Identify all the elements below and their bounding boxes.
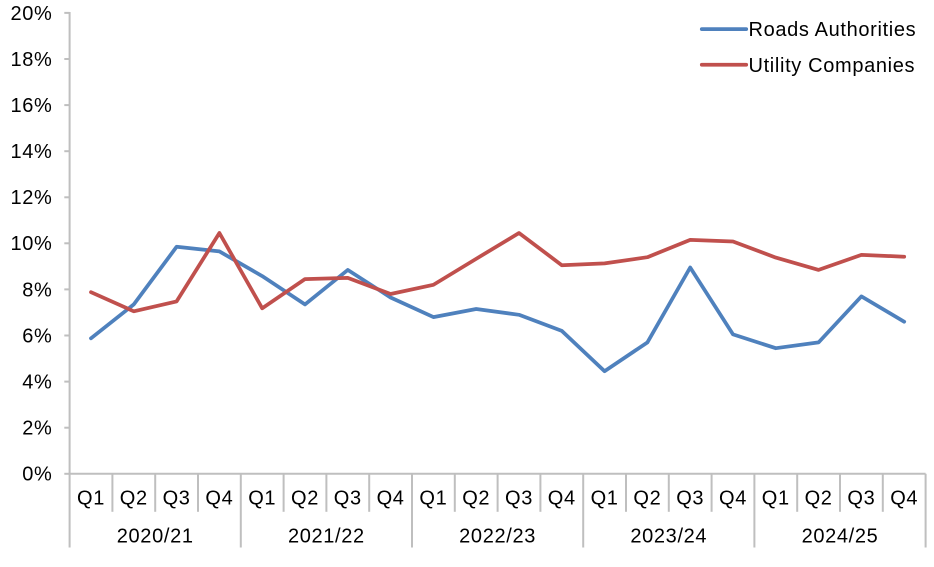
svg-text:0%: 0% [22,464,52,486]
svg-text:8%: 8% [22,279,52,301]
svg-text:Q1: Q1 [77,488,105,510]
svg-text:6%: 6% [22,325,52,347]
svg-text:Q1: Q1 [591,488,619,510]
svg-text:Q3: Q3 [505,488,533,510]
svg-text:Q2: Q2 [805,488,833,510]
svg-text:Q2: Q2 [291,488,319,510]
svg-text:16%: 16% [11,95,53,117]
svg-text:4%: 4% [22,372,52,394]
svg-text:Q1: Q1 [248,488,276,510]
svg-text:Q2: Q2 [462,488,490,510]
svg-text:2024/25: 2024/25 [802,525,879,547]
svg-text:Q4: Q4 [548,488,576,510]
svg-text:Q4: Q4 [719,488,747,510]
svg-text:Q4: Q4 [377,488,405,510]
svg-text:12%: 12% [11,187,53,209]
svg-text:Q2: Q2 [633,488,661,510]
svg-text:Q4: Q4 [205,488,233,510]
svg-text:2%: 2% [22,418,52,440]
svg-text:Q4: Q4 [890,488,918,510]
svg-text:Utility Companies: Utility Companies [749,55,916,77]
svg-text:Q1: Q1 [419,488,447,510]
svg-text:10%: 10% [11,233,53,255]
svg-text:2021/22: 2021/22 [288,525,365,547]
svg-text:Q3: Q3 [334,488,362,510]
svg-text:Q3: Q3 [676,488,704,510]
svg-text:Q3: Q3 [847,488,875,510]
svg-text:Q2: Q2 [120,488,148,510]
svg-text:2020/21: 2020/21 [117,525,194,547]
svg-text:Q3: Q3 [163,488,191,510]
svg-text:18%: 18% [11,49,53,71]
svg-text:2022/23: 2022/23 [459,525,536,547]
svg-text:2023/24: 2023/24 [630,525,707,547]
svg-text:14%: 14% [11,141,53,163]
svg-text:20%: 20% [11,3,53,25]
svg-text:Roads Authorities: Roads Authorities [749,19,917,41]
svg-text:Q1: Q1 [762,488,790,510]
